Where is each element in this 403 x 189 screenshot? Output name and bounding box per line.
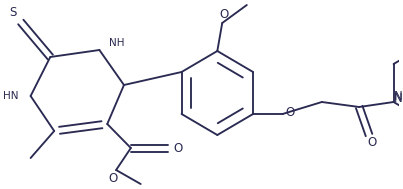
Text: O: O [173, 142, 183, 154]
Text: HN: HN [3, 91, 19, 101]
Text: N: N [394, 90, 403, 102]
Text: N: N [394, 91, 403, 105]
Text: O: O [108, 171, 118, 184]
Text: NH: NH [109, 38, 125, 48]
Text: O: O [286, 105, 295, 119]
Text: O: O [368, 136, 376, 149]
Text: S: S [9, 5, 17, 19]
Text: O: O [220, 9, 229, 22]
